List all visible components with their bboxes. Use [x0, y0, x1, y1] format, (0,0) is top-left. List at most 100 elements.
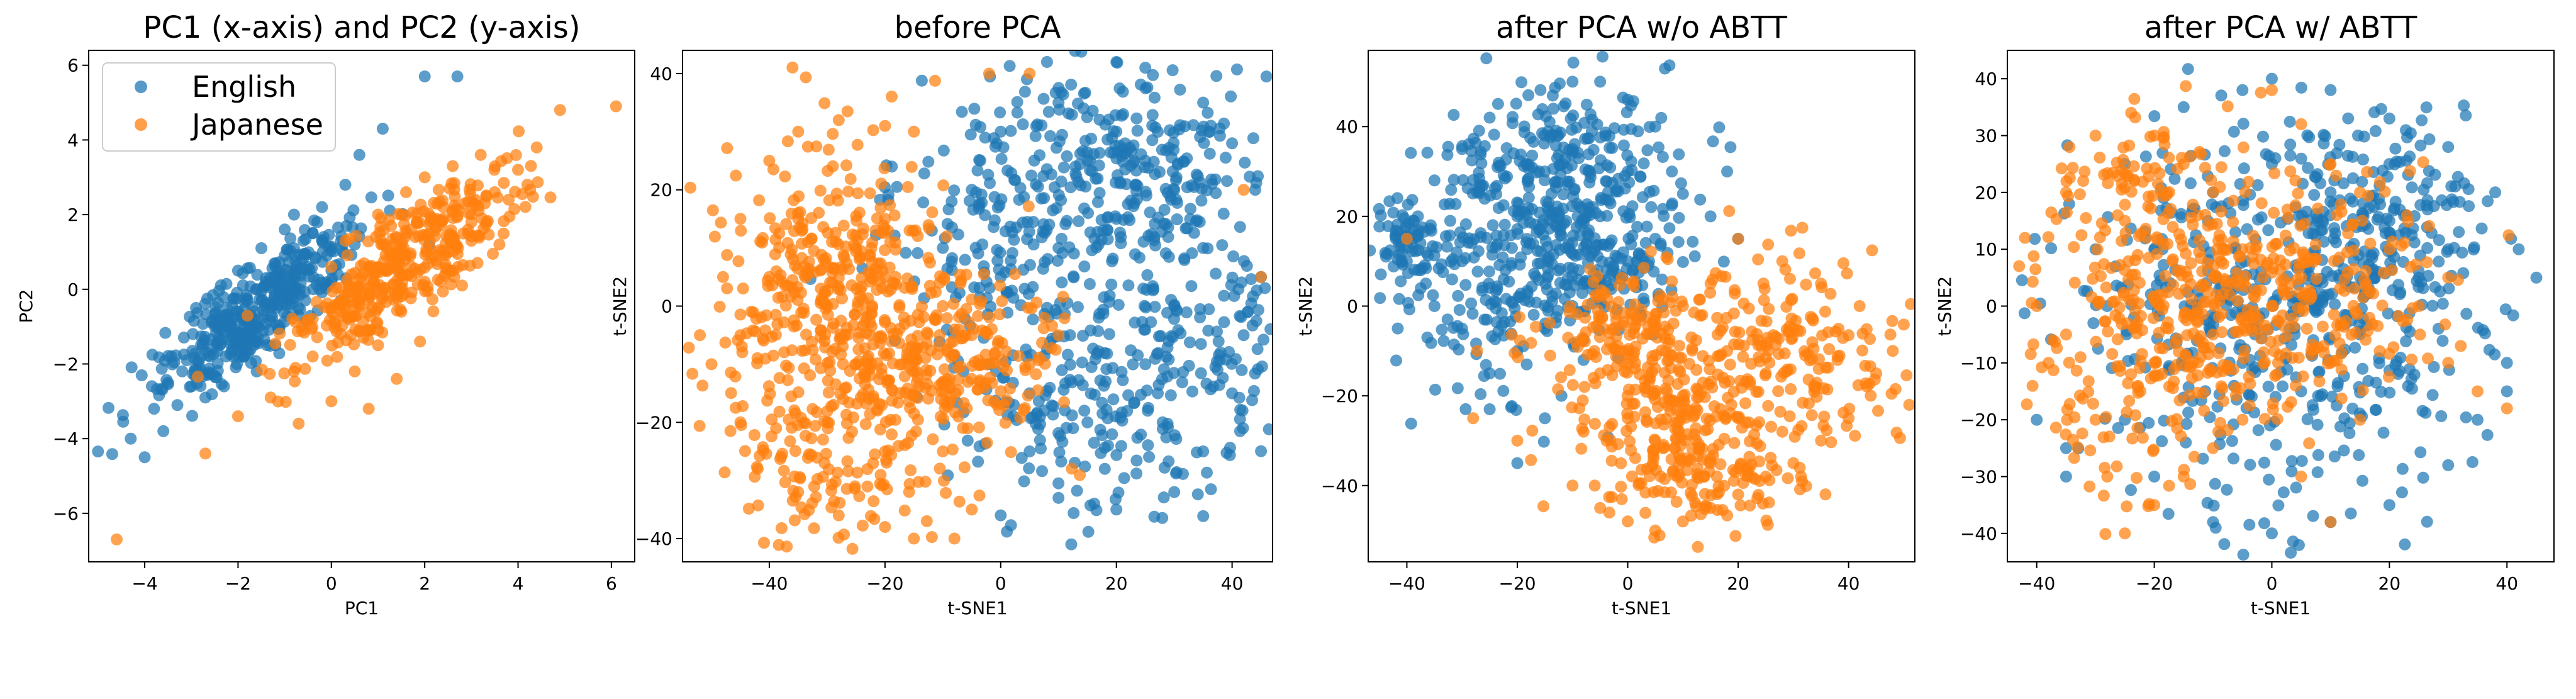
data-point — [1505, 296, 1517, 308]
data-point — [1103, 289, 1116, 302]
data-point — [1727, 386, 1740, 398]
data-point — [1005, 446, 1017, 459]
data-point — [1476, 180, 1488, 193]
data-point — [1732, 488, 1744, 501]
data-point — [1693, 441, 1705, 454]
data-point — [1107, 252, 1119, 265]
data-point — [1763, 303, 1775, 315]
data-point — [1721, 345, 1734, 357]
data-point — [1649, 120, 1661, 133]
data-point — [1793, 247, 1805, 260]
data-point — [2272, 499, 2285, 512]
data-point — [971, 383, 984, 396]
data-point — [2173, 345, 2185, 358]
data-point — [1082, 207, 1095, 220]
data-point — [1522, 89, 1535, 101]
data-point — [2171, 359, 2183, 371]
data-point — [1732, 233, 1744, 245]
data-point — [1583, 132, 1595, 145]
data-point — [1228, 290, 1241, 302]
data-point — [1798, 345, 1810, 357]
data-point — [353, 148, 365, 161]
data-point — [1218, 289, 1230, 302]
data-point — [2364, 237, 2377, 250]
data-point — [1800, 278, 1812, 291]
data-point — [2196, 265, 2209, 277]
data-point — [1563, 306, 1576, 318]
data-point — [827, 399, 840, 411]
data-point — [1718, 433, 1731, 445]
data-point — [837, 249, 850, 262]
data-point — [1622, 165, 1634, 178]
data-point — [1704, 277, 1717, 290]
data-point — [1185, 280, 1198, 293]
data-point — [1400, 223, 1412, 235]
data-point — [2088, 261, 2101, 274]
data-point — [898, 439, 911, 451]
panel-1-ylabel: t-SNE2 — [610, 276, 630, 336]
data-point — [724, 425, 737, 437]
data-point — [1063, 241, 1076, 254]
data-point — [2197, 308, 2209, 320]
data-point — [2216, 308, 2228, 320]
data-point — [1581, 349, 1594, 361]
data-point — [999, 417, 1012, 429]
data-point — [2272, 357, 2284, 369]
data-point — [2458, 99, 2470, 112]
data-point — [940, 230, 953, 243]
x-tick-label: −20 — [1498, 573, 1536, 594]
data-point — [1787, 457, 1800, 469]
data-point — [2199, 209, 2212, 221]
data-point — [1468, 251, 1480, 264]
data-point — [1721, 165, 1734, 178]
data-point — [223, 320, 235, 333]
data-point — [2442, 141, 2455, 154]
y-tick-label: −6 — [53, 503, 79, 524]
data-point — [2148, 110, 2161, 123]
data-point — [2287, 535, 2299, 548]
data-point — [1641, 220, 1653, 233]
data-point — [2423, 133, 2436, 145]
data-point — [1129, 316, 1141, 329]
data-point — [1163, 353, 1175, 366]
data-point — [1069, 160, 1082, 173]
data-point — [2026, 379, 2039, 392]
data-point — [503, 193, 515, 206]
data-point — [861, 480, 874, 493]
data-point — [444, 233, 457, 246]
data-point — [1447, 174, 1460, 186]
data-point — [1673, 364, 1685, 376]
panel-0-xlabel: PC1 — [345, 598, 379, 618]
x-tick-label: 2 — [419, 573, 430, 594]
data-point — [786, 422, 798, 434]
data-point — [1457, 232, 1469, 243]
data-point — [867, 457, 879, 469]
data-point — [832, 280, 845, 293]
data-point — [1761, 518, 1774, 531]
data-point — [1017, 404, 1030, 416]
series-japanese — [683, 61, 1268, 555]
data-point — [706, 204, 719, 216]
data-point — [1441, 240, 1453, 253]
data-point — [1727, 307, 1740, 320]
data-point — [2269, 370, 2282, 382]
data-point — [1156, 225, 1168, 238]
data-point — [2136, 432, 2149, 444]
data-point — [1143, 450, 1156, 463]
data-point — [326, 339, 338, 352]
data-point — [903, 486, 915, 498]
data-point — [1109, 109, 1122, 121]
data-point — [1112, 486, 1125, 499]
data-point — [2338, 177, 2350, 189]
data-point — [1770, 464, 1783, 476]
data-point — [2383, 215, 2395, 227]
data-point — [187, 328, 199, 340]
data-point — [1118, 472, 1130, 484]
data-point — [878, 314, 891, 327]
data-point — [1051, 255, 1064, 267]
data-point — [854, 391, 867, 404]
data-point — [1439, 230, 1452, 242]
data-point — [2075, 229, 2088, 242]
data-point — [1459, 279, 1472, 291]
data-point — [1637, 157, 1650, 170]
